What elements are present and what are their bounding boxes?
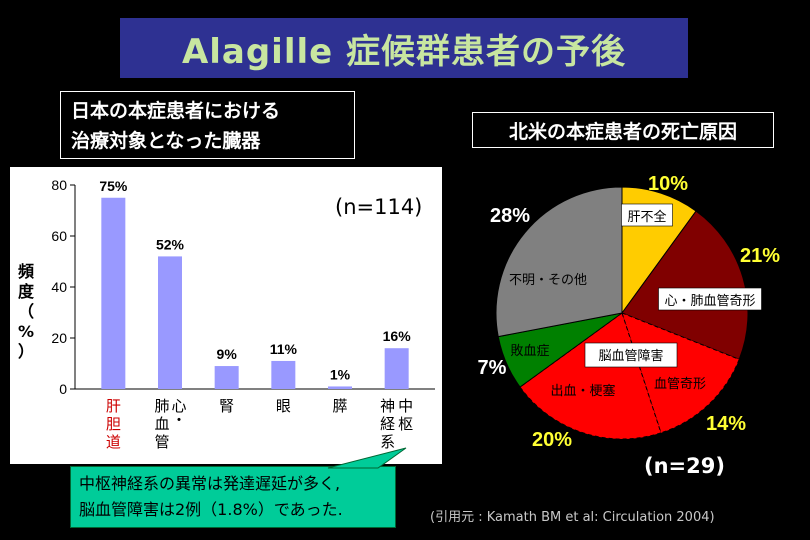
pie-slice <box>621 210 749 361</box>
pie-slice <box>495 186 623 338</box>
pie-slice-label: 血管奇形 <box>654 376 706 392</box>
svg-text:経: 経 <box>380 415 395 433</box>
svg-text:神: 神 <box>380 397 395 415</box>
svg-text:心: 心 <box>171 397 186 415</box>
y-tick-label: 40 <box>51 279 67 295</box>
bar <box>271 360 296 389</box>
svg-text:肝: 肝 <box>106 397 121 415</box>
pie-percent-label: 28% <box>490 205 530 227</box>
x-tick-label: 腎 <box>219 397 234 415</box>
svg-text:管: 管 <box>154 433 169 451</box>
pie-slice-label: 出血・梗塞 <box>550 383 615 399</box>
y-tick-label: 20 <box>51 330 67 346</box>
svg-text:膵: 膵 <box>332 397 347 415</box>
x-tick-label: 心・肺血管 <box>154 397 186 451</box>
left-heading-line-2: 治療対象となった臓器 <box>71 130 261 152</box>
pie-percent-label: 21% <box>740 245 780 267</box>
svg-text:腎: 腎 <box>219 397 234 415</box>
bar-chart-panel: 0 20 40 60 80 75% 肝胆道 52% 心・肺血管 9% 腎 11% 眼 1% 膵 16% 中枢神経… <box>10 167 442 464</box>
pie-percent-label: 7% <box>478 357 507 379</box>
bar-data-label: 9% <box>217 346 238 362</box>
pie-slice-label: 肝不全 <box>621 203 673 227</box>
x-tick-label: 膵 <box>332 397 347 415</box>
x-tick-label: 肝胆道 <box>106 397 121 451</box>
svg-text:系: 系 <box>380 433 395 451</box>
ylabel-char: 度 <box>17 282 34 301</box>
pie-slice-label: 不明・その他 <box>509 273 587 288</box>
svg-text:血: 血 <box>154 415 169 433</box>
bar-data-label: 1% <box>330 366 351 382</box>
left-heading-line-1: 日本の本症患者における <box>71 100 281 122</box>
svg-text:枢: 枢 <box>398 415 413 433</box>
bar <box>384 348 409 389</box>
left-heading: 日本の本症患者における 治療対象となった臓器 <box>60 91 355 159</box>
pie-percent-label: 20% <box>532 429 572 451</box>
bar <box>101 197 126 389</box>
bar-data-label: 75% <box>99 178 128 194</box>
ylabel-char: % <box>17 322 35 341</box>
bar <box>214 366 239 389</box>
svg-text:肺: 肺 <box>154 397 169 415</box>
pie-percent-label: 14% <box>706 413 746 435</box>
svg-text:眼: 眼 <box>276 397 291 415</box>
bar-chart: 0 20 40 60 80 75% 肝胆道 52% 心・肺血管 9% 腎 11% 眼 1% 膵 16% 中枢神経… <box>51 177 435 451</box>
citation: (引用元 : Kamath BM et al: Circulation 2004… <box>430 510 715 525</box>
svg-text:・: ・ <box>171 411 186 429</box>
callout-line-2: 脳血管障害は2例（1.8%）であった. <box>79 500 343 519</box>
x-tick-label: 中枢神経系 <box>380 397 413 451</box>
bar-data-label: 11% <box>270 341 298 357</box>
ylabel-char: 頻 <box>17 262 34 281</box>
bar-chart-n-annotation: (n=114) <box>335 195 423 219</box>
ylabel-char: （ <box>17 302 34 321</box>
callout-note: 中枢神経系の異常は発達遅延が多く, 脳血管障害は2例（1.8%）であった. <box>70 466 396 528</box>
y-tick-label: 60 <box>51 228 67 244</box>
pie-slice-label: 心・肺血管奇形 <box>658 287 762 311</box>
ylabel-char: ） <box>17 342 34 361</box>
pie-slice-label: 敗血症 <box>510 344 549 359</box>
svg-text:中: 中 <box>398 397 413 415</box>
callout-line-1: 中枢神経系の異常は発達遅延が多く, <box>79 474 341 493</box>
svg-text:胆: 胆 <box>106 415 121 433</box>
svg-text:肝不全: 肝不全 <box>627 209 666 225</box>
bar <box>158 256 182 389</box>
bar <box>328 386 352 389</box>
y-tick-label: 0 <box>59 381 67 397</box>
svg-text:心・肺血管奇形: 心・肺血管奇形 <box>664 293 755 309</box>
pie-group-label: 脳血管障害 <box>584 342 678 368</box>
pie-percent-label: 10% <box>648 173 688 195</box>
pie-chart-n-annotation: (n=29) <box>644 454 725 478</box>
bar-data-label: 16% <box>383 328 412 344</box>
x-tick-label: 眼 <box>276 397 291 415</box>
right-heading: 北米の本症患者の死亡原因 <box>472 112 774 148</box>
bar-data-label: 52% <box>156 236 185 252</box>
slide-title: Alagille 症候群患者の予後 <box>120 18 688 78</box>
svg-text:道: 道 <box>106 433 121 451</box>
svg-text:脳血管障害: 脳血管障害 <box>598 348 663 364</box>
bar-chart-ylabel: 頻度（%） <box>15 262 37 362</box>
y-tick-label: 80 <box>51 177 67 193</box>
